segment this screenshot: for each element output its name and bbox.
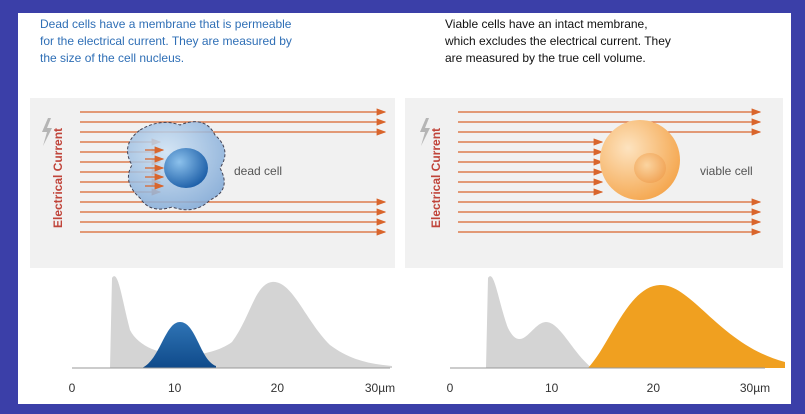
x-tick-label: 0 [69,381,76,395]
cell-area [405,98,783,268]
volume-distribution [588,284,785,368]
x-tick-label: 20 [647,381,661,395]
cell-label: dead cell [234,164,282,178]
caption-line: Dead cells have a membrane that is perme… [40,17,292,31]
size-distribution [486,276,592,368]
axis-label: Electrical Current [429,128,443,228]
x-tick-label: 20 [271,381,285,395]
caption-line: for the electrical current. They are mea… [40,34,292,48]
caption-line: which excludes the electrical current. T… [444,34,671,48]
caption-line: are measured by the true cell volume. [445,51,646,65]
x-tick-label: 10 [545,381,559,395]
x-tick-label: 30µm [740,381,770,395]
nucleus [164,148,208,188]
x-tick-label: 10 [168,381,182,395]
x-tick-label: 0 [447,381,454,395]
size-distribution [110,276,392,368]
nucleus [634,153,666,183]
nucleus-distribution [142,322,216,368]
axis-label: Electrical Current [51,128,65,228]
lightning-icon [42,118,52,146]
caption-line: the size of the cell nucleus. [40,51,184,65]
lightning-icon [420,118,430,146]
caption-line: Viable cells have an intact membrane, [445,17,648,31]
x-tick-label: 30µm [365,381,395,395]
cell-label: viable cell [700,164,753,178]
